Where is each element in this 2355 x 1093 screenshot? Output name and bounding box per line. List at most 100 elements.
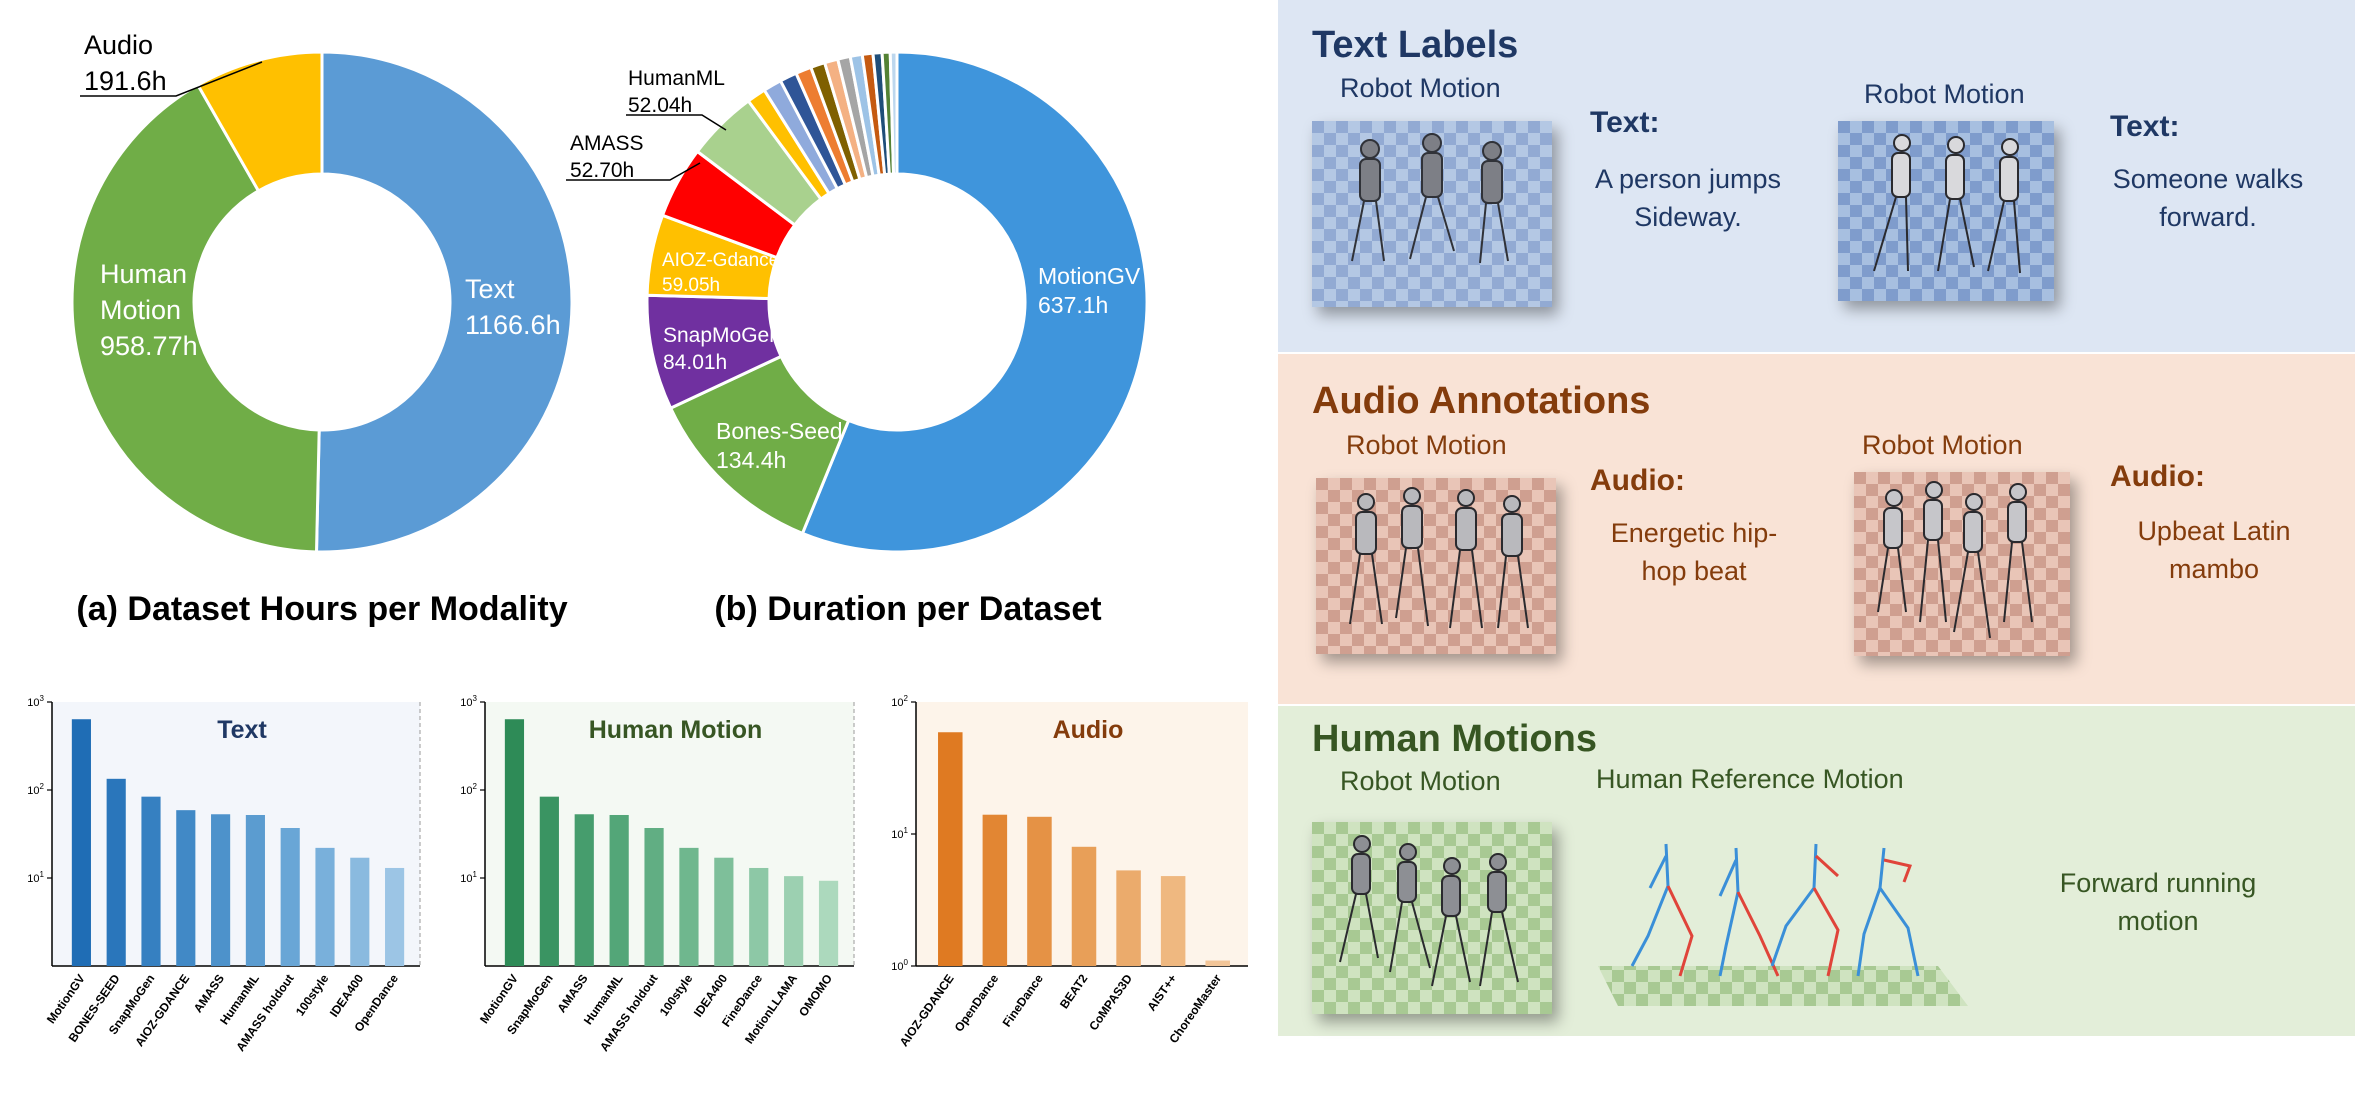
slice-value-humanml: 52.04h [628,94,692,117]
x-tick-label: 100style [657,971,696,1018]
x-tick-label: AIST++ [1144,972,1179,1014]
robot-motion-thumbnail [1312,121,1552,307]
slice-value-motiongv: 637.1h [1038,292,1108,318]
slice-label-amass: AMASS [570,132,644,155]
bar-opendance [385,867,405,966]
donut-b-labels: MotionGV 637.1h Bones-Seed 134.4h SnapMoGen 8… [570,67,1141,473]
y-tick-label: 102 [460,782,477,797]
slice-value-aioz-gdance: 59.05h [662,275,720,296]
bar-chart-human-motion: 101102103MotionGVSnapMoGenAMASSHumanMLAM… [460,694,855,1054]
text-description-left: A person jumps Sideway. [1578,160,1798,236]
bar-aist [1160,876,1186,966]
slice-label-motion: Motion [100,295,181,325]
y-tick-label: 101 [891,826,908,841]
slice-label-bones-seed: Bones-Seed [716,418,843,444]
text-description-right-line-1: Someone walks [2112,164,2304,194]
y-tick-label: 102 [27,782,44,797]
robot-motion-thumbnail [1854,472,2070,656]
panel-title-audio: Audio Annotations [1312,380,1651,422]
bar-100style [315,847,335,966]
x-tick-label: CoMPAS3D [1086,971,1135,1033]
slice-label-humanml: HumanML [628,67,725,90]
x-tick-label: AIOZ-GDANCE [897,972,957,1049]
slice-label-motiongv: MotionGV [1038,263,1141,289]
slice-label-aioz-gdance: AIOZ-Gdance [662,250,779,271]
bar-finedance [1027,816,1052,966]
slice-value-audio: 191.6h [84,66,167,96]
slice-motiongv [800,50,1149,554]
y-tick-label: 103 [460,694,477,709]
text-label-right: Text: [2110,110,2180,143]
audio-description-left: Energetic hip- hop beat [1584,514,1804,590]
bar-motiongv [504,719,525,966]
human-motion-description-line-1: Forward running [2059,868,2257,898]
bar-chart-text: 101102103MotionGVBONES-SEEDSnapMoGenAIOZ… [27,694,421,1054]
chart-title-dataset: (b) Duration per Dataset [714,590,1101,628]
audio-description-left-line-1: Energetic hip- [1610,518,1778,548]
slice-value-snapmogen: 84.01h [663,351,727,374]
bar-idea400 [714,857,734,966]
robot-motion-thumbnail [1316,478,1556,654]
bar-amass-holdout [644,827,664,966]
slice-human-motion [70,82,321,554]
x-tick-label: AMASS [554,972,590,1016]
audio-description-right-line-2: mambo [2168,554,2260,584]
amass-leader-line [566,162,701,181]
human-motion-description-line-2: motion [2117,906,2199,936]
bar-aioz-gdance [938,732,963,966]
audio-label-left: Audio: [1590,464,1685,497]
y-tick-label: 101 [460,870,477,885]
bar-snapmogen [141,796,161,966]
bar-opendance [982,814,1008,966]
y-tick-label: 100 [891,958,908,973]
bar-100style [679,847,699,966]
bar-amass [211,814,231,966]
audio-label-right: Audio: [2110,460,2205,493]
bar-humanml [245,814,265,966]
panel-title-human: Human Motions [1312,718,1597,760]
x-tick-label: AMASS [191,972,227,1016]
x-tick-label: FineDance [1000,971,1046,1029]
x-tick-label: OpenDance [952,971,1002,1034]
bar-compas3d [1116,870,1141,966]
humanml-leader-line [626,114,727,131]
x-tick-label: OMOMO [796,972,835,1019]
slice-value-bones-seed: 134.4h [716,447,786,473]
bar-amass [574,814,594,966]
bar-snapmogen [539,796,559,966]
slice-value-amass: 52.70h [570,159,634,182]
human-reference-motion-figure [1588,826,1988,1012]
audio-description-right: Upbeat Latin mambo [2104,512,2324,588]
robot-motion-thumbnail [1312,822,1552,1014]
bar-beat2 [1071,846,1097,966]
slice-value-text: 1166.6h [465,310,561,340]
donut-chart-dataset [645,50,1149,554]
caption-robot-motion-left: Robot Motion [1346,430,1507,460]
panel-title-text: Text Labels [1312,24,1519,66]
text-description-left-line-1: A person jumps [1594,164,1782,194]
text-description-left-line-2: Sideway. [1634,202,1742,232]
bar-chart-title: Human Motion [589,716,763,744]
bar-motiongv [71,719,91,966]
caption-human-reference-motion: Human Reference Motion [1596,764,1904,794]
bar-amass-holdout [280,827,300,966]
bar-humanml [609,814,629,966]
human-motion-description: Forward running motion [2028,864,2288,940]
audio-leader-line [80,61,263,97]
text-description-right-line-2: forward. [2159,202,2257,232]
text-description-right: Someone walks forward. [2098,160,2318,236]
text-label-left: Text: [1590,106,1660,139]
caption-robot-motion-right: Robot Motion [1864,79,2025,109]
charts-area: Text 1166.6h Human Motion 958.77h Audio … [27,30,1248,1054]
bar-choreomaster [1205,960,1230,966]
slice-audio [195,50,324,193]
bar-chart-title: Audio [1053,716,1124,744]
y-tick-label: 101 [27,870,44,885]
slice-slice [888,50,899,176]
text-labels-panel: Text Labels Robot Motion Robot Motion Te… [1278,0,2355,352]
slice-text [314,50,574,554]
bar-idea400 [350,857,370,966]
y-tick-label: 103 [27,694,44,709]
audio-description-left-line-2: hop beat [1641,556,1747,586]
